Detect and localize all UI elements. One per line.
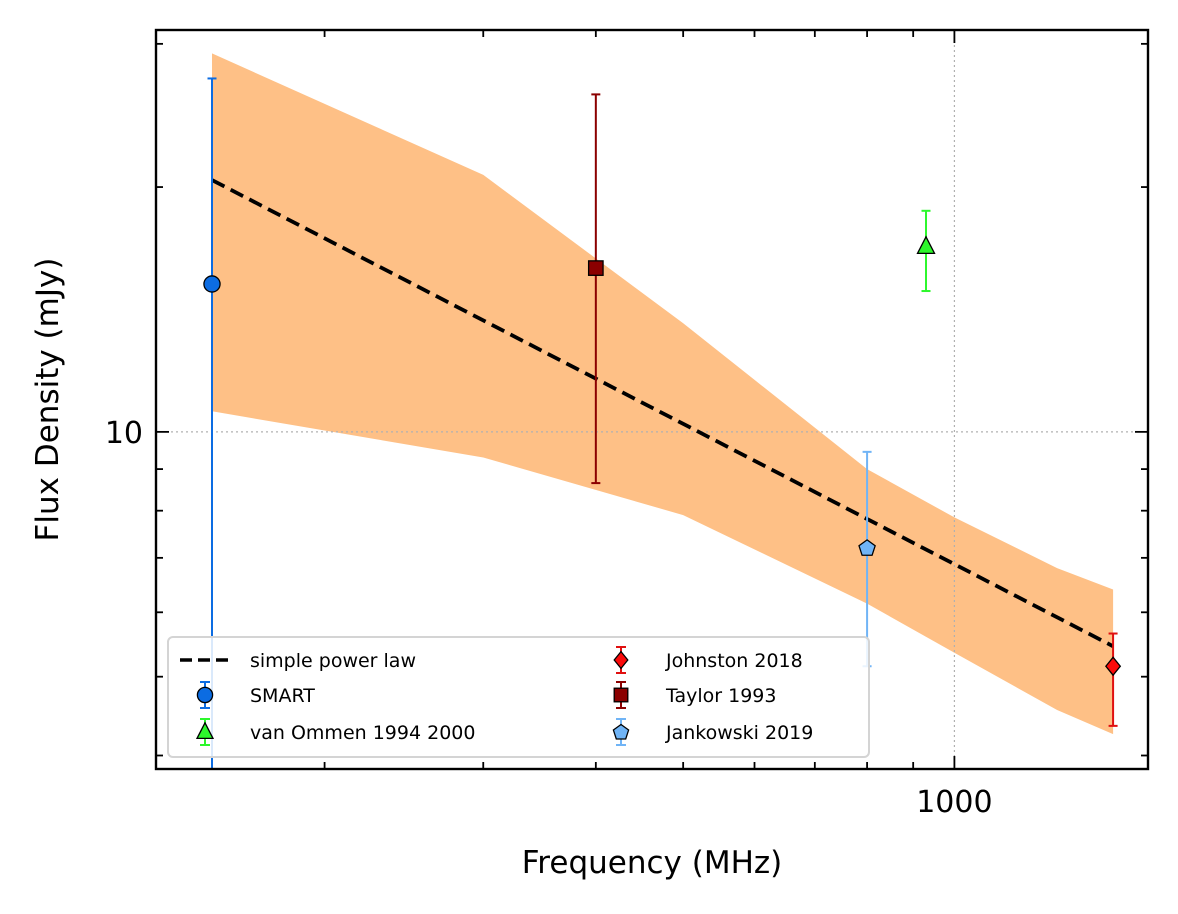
error-bar	[1108, 632, 1118, 727]
legend-entry-1: SMART	[196, 681, 315, 709]
frame-layer: 1000 10	[105, 28, 1150, 820]
label-layer: Frequency (MHz) Flux Density (mJy)	[30, 258, 782, 881]
legend-entry-3: Johnston 2018	[613, 646, 803, 674]
x-axis-label: Frequency (MHz)	[522, 845, 783, 881]
plot-frame	[154, 28, 1150, 771]
legend-entry-4: Taylor 1993	[613, 681, 776, 709]
legend-label: simple power law	[250, 650, 416, 672]
legend-handle-marker	[613, 650, 629, 670]
legend-label: SMART	[250, 685, 315, 707]
data-point	[858, 539, 876, 556]
series-1	[916, 209, 936, 293]
data-layer	[203, 77, 1122, 770]
data-point	[916, 235, 936, 254]
uncertainty-band	[212, 53, 1114, 735]
error-bar	[591, 93, 601, 485]
series-3	[587, 93, 604, 485]
legend-label: Taylor 1993	[665, 685, 776, 707]
legend-entry-5: Jankowski 2019	[612, 718, 813, 746]
legend: simple power law SMART van Ommen 1994 2000…	[167, 636, 870, 758]
legend-label: Johnston 2018	[665, 650, 803, 672]
y-axis-label: Flux Density (mJy)	[30, 258, 66, 542]
legend-handle-marker	[613, 687, 629, 703]
data-point	[203, 275, 221, 293]
data-point	[587, 260, 604, 276]
legend-box	[167, 636, 870, 758]
fit-layer	[211, 178, 1114, 648]
grid-layer	[156, 30, 1148, 769]
series-2	[1105, 632, 1122, 727]
legend-entry-2: van Ommen 1994 2000	[195, 718, 475, 746]
y-tick-label: 10	[105, 416, 143, 451]
legend-handle-marker	[612, 723, 630, 740]
legend-label: Jankowski 2019	[665, 722, 813, 744]
x-tick-label: 1000	[916, 785, 992, 820]
data-point	[1105, 656, 1122, 677]
legend-entry-0: simple power law	[180, 650, 416, 672]
legend-handle-marker	[195, 721, 215, 740]
power-law-fit-line	[211, 178, 1114, 648]
legend-handle-marker	[196, 686, 214, 704]
legend-label: van Ommen 1994 2000	[250, 722, 475, 744]
uncertainty-band-layer	[212, 53, 1114, 735]
